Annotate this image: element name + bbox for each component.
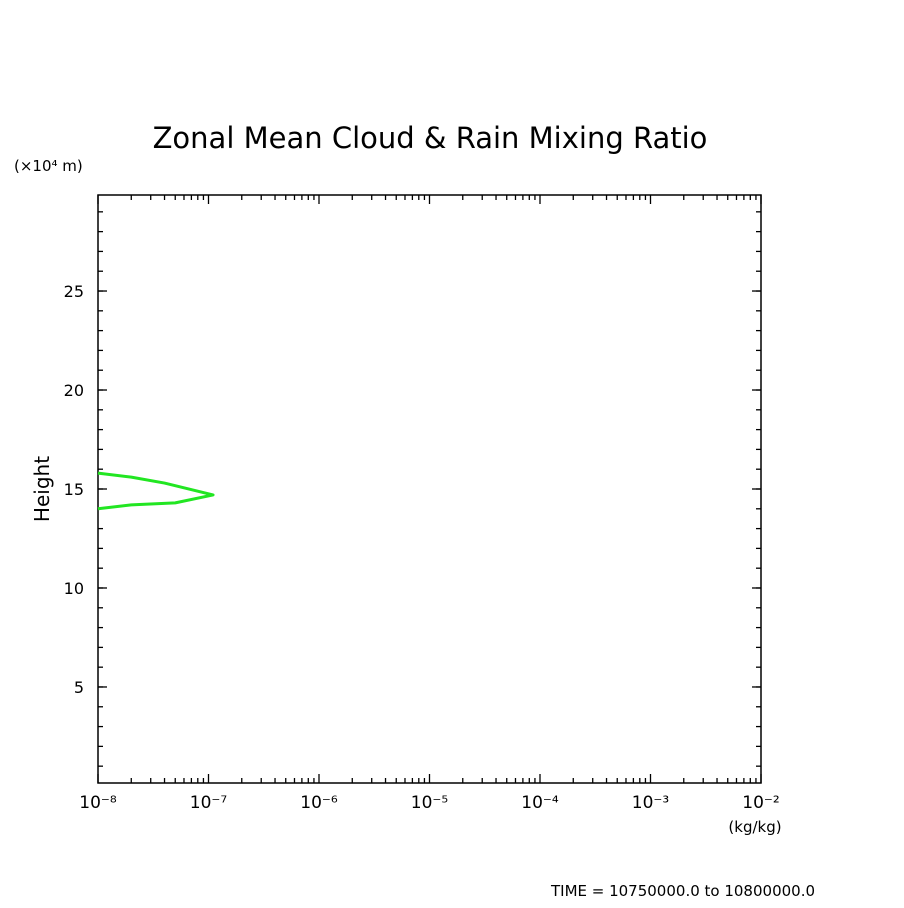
y-tick-label: 15 <box>64 480 84 499</box>
y-axis-label: Height <box>30 456 54 522</box>
x-tick-label: 10⁻³ <box>632 793 669 813</box>
data-line <box>97 471 215 511</box>
x-tick-label: 10⁻⁴ <box>521 793 559 813</box>
x-tick-label: 10⁻² <box>742 793 779 813</box>
y-unit-label: (×10⁴ m) <box>14 157 83 175</box>
x-tick-label: 10⁻⁸ <box>79 793 117 813</box>
y-tick-label: 20 <box>64 381 84 400</box>
x-tick-label: 10⁻⁶ <box>300 793 338 813</box>
y-tick-label: 5 <box>74 678 84 697</box>
x-tick-label: 10⁻⁵ <box>411 793 448 813</box>
chart-title: Zonal Mean Cloud & Rain Mixing Ratio <box>153 121 708 155</box>
y-tick-label: 25 <box>64 282 84 301</box>
x-tick-label: 10⁻⁷ <box>190 793 228 813</box>
x-axis-label: (kg/kg) <box>728 818 781 836</box>
y-tick-label: 10 <box>64 579 84 598</box>
annotation: TIME = 10750000.0 to 10800000.0 <box>550 882 815 900</box>
